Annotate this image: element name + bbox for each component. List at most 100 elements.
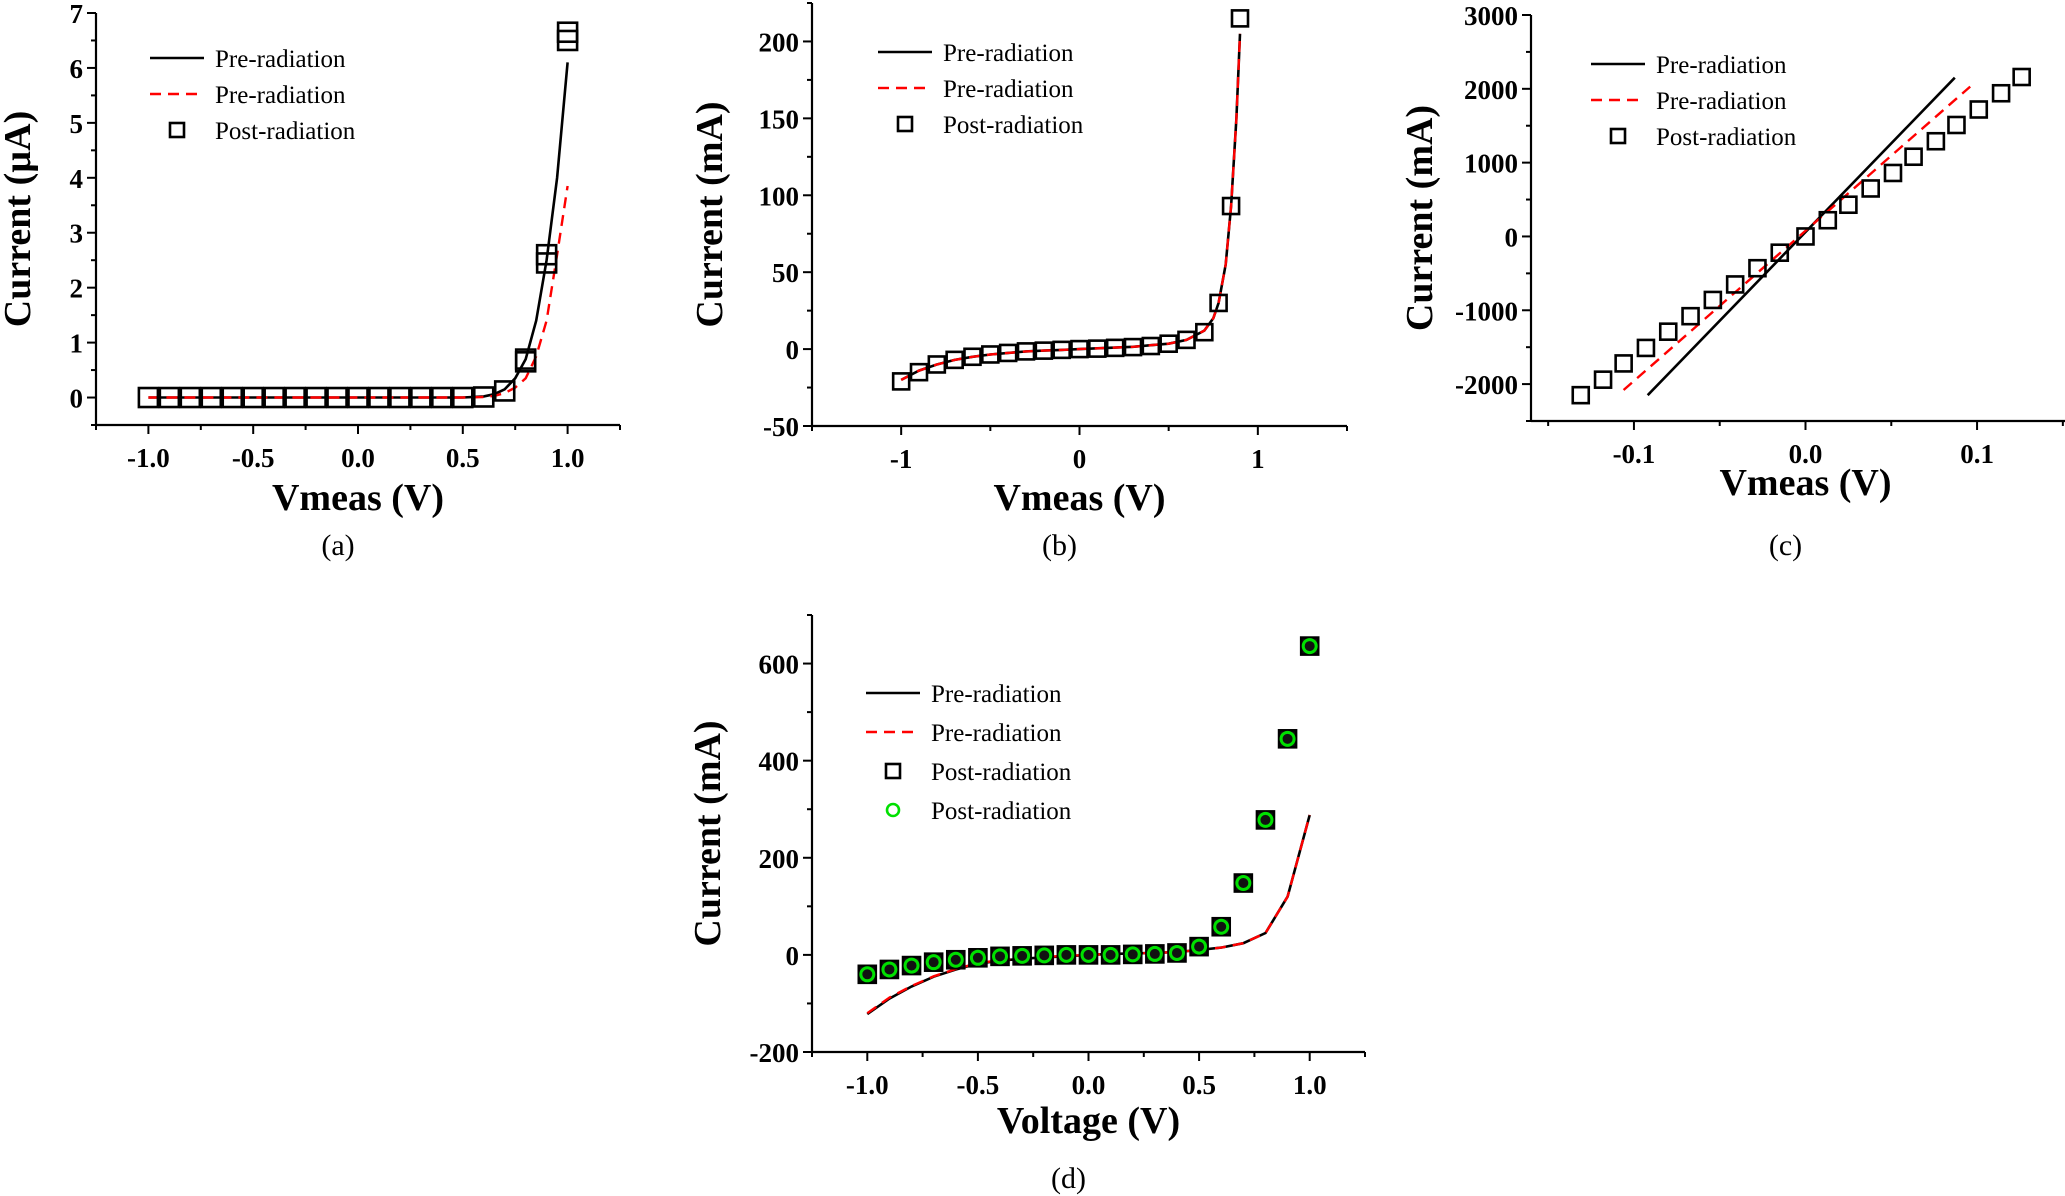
data-point-square (1926, 131, 1946, 151)
legend: Pre-radiation Pre-radiation Post-radiation (1591, 52, 1797, 151)
y-tick-label: 400 (759, 747, 800, 777)
y-tick-label: -1000 (1455, 296, 1518, 326)
data-point-square (347, 386, 369, 409)
x-tick-label: 0 (1073, 444, 1087, 474)
data-point-square (1221, 196, 1241, 216)
chart-panel-c: -0.1 0.0 0.1 -2000 -1000 0 1000 2000 3000 Vmeas (… (1399, 1, 2065, 562)
series-line-pre-radiation-dashed (1622, 85, 1971, 391)
y-tick-label: 600 (759, 650, 800, 680)
series-line-pre-radiation-solid (866, 814, 1311, 1016)
legend-swatch-square (884, 762, 902, 780)
x-axis-title: Vmeas (V) (1719, 462, 1891, 504)
legend: Pre-radiation Pre-radiation Post-radiation (878, 40, 1084, 139)
data-point-square (1725, 275, 1745, 294)
legend-label: Pre-radiation (1656, 88, 1787, 115)
legend-label: Pre-radiation (943, 76, 1074, 103)
data-point-circle (1213, 918, 1230, 935)
data-point-circle (992, 948, 1009, 965)
data-point-square (305, 386, 327, 409)
data-point-circle (1036, 947, 1053, 964)
panel-label: (a) (321, 529, 354, 562)
y-tick-label: 3 (70, 219, 84, 249)
data-point-square (431, 386, 453, 409)
x-tick-label: 0.5 (446, 443, 480, 473)
plot-area (137, 21, 579, 409)
data-point-square (1818, 210, 1838, 230)
data-point-square (909, 362, 929, 382)
data-point-square (368, 386, 390, 409)
data-point-square (1861, 179, 1880, 198)
y-axis-title: Current (mA) (1399, 105, 1441, 331)
legend-swatch-square (1609, 127, 1627, 145)
data-point-square (1141, 336, 1161, 356)
data-point-square (514, 348, 537, 370)
data-point-square (1034, 341, 1054, 360)
y-tick-label: 1000 (1464, 149, 1518, 179)
data-point-square (200, 386, 223, 409)
x-tick-label: 1 (1251, 444, 1265, 474)
data-point-square (1593, 370, 1613, 389)
y-tick-label: 5 (70, 109, 84, 139)
data-point-circle (947, 951, 964, 968)
series-line-pre-radiation-solid (148, 62, 569, 399)
data-point-circle (1301, 638, 1318, 655)
x-tick-label: 0.0 (1789, 439, 1823, 469)
y-tick-label: 7 (70, 0, 84, 29)
x-tick-label: 0.0 (1072, 1070, 1106, 1100)
legend-label: Pre-radiation (215, 46, 346, 73)
data-point-square (1770, 243, 1790, 262)
x-tick-label: 1.0 (1293, 1070, 1327, 1100)
legend-label: Post-radiation (931, 798, 1072, 825)
series-line-pre-radiation-dashed (900, 33, 1242, 381)
data-point-square (1614, 354, 1633, 373)
x-tick-label: -0.5 (957, 1070, 1000, 1100)
x-axis-title: Vmeas (V) (993, 477, 1165, 519)
plot-area (857, 636, 1320, 1016)
y-tick-label: -50 (763, 412, 799, 442)
data-point-square (1571, 385, 1591, 405)
data-point-square (891, 372, 911, 391)
y-tick-label: 6 (70, 54, 84, 84)
legend-swatch-square (168, 121, 186, 139)
data-point-square (1177, 330, 1196, 350)
y-tick-label: 0 (70, 384, 84, 414)
chart-panel-d: -1.0 -0.5 0.0 0.5 1.0 -200 0 200 400 600 Voltage (… (687, 614, 1366, 1195)
x-axis-title: Voltage (V) (997, 1100, 1180, 1142)
data-point-circle (1146, 945, 1163, 962)
x-tick-label: -1.0 (846, 1070, 889, 1100)
data-point-square (1230, 9, 1250, 28)
data-point-square (451, 386, 474, 409)
data-point-square (1703, 290, 1723, 310)
x-axis-title: Vmeas (V) (272, 477, 444, 519)
y-tick-label: 0 (786, 941, 800, 971)
series-line-pre-radiation-dashed (148, 185, 569, 399)
data-point-circle (1235, 875, 1252, 892)
data-point-square (1839, 195, 1858, 215)
legend-label: Post-radiation (931, 759, 1072, 786)
data-point-square (179, 386, 202, 409)
series-line-pre-radiation-dashed (866, 814, 1311, 1015)
data-point-square (2012, 67, 2031, 87)
y-tick-label: -2000 (1455, 370, 1518, 400)
y-tick-label: 50 (772, 258, 799, 288)
data-point-square (1105, 338, 1125, 358)
y-tick-label: 3000 (1464, 1, 1518, 31)
data-point-square (927, 355, 947, 374)
chart-panel-a: -1.0 -0.5 0.0 0.5 1.0 0 1 2 3 4 5 6 7 Vmeas (V) Curren… (0, 0, 621, 562)
data-point-square (1658, 322, 1678, 341)
data-point-circle (1257, 811, 1274, 828)
data-point-square (1070, 339, 1089, 359)
data-point-square (493, 380, 516, 402)
y-tick-label: 0 (786, 335, 800, 365)
legend-label: Post-radiation (1656, 124, 1797, 151)
data-point-square (963, 347, 982, 367)
y-axis-title: Current (mA) (689, 101, 731, 327)
data-point-square (284, 386, 306, 409)
data-point-square (981, 345, 1000, 364)
legend: Pre-radiation Pre-radiation Post-radiation… (866, 681, 1072, 825)
x-tick-label: 0.5 (1182, 1070, 1216, 1100)
data-point-square (472, 386, 495, 408)
y-tick-label: -200 (750, 1038, 800, 1068)
data-point-square (221, 386, 244, 409)
data-point-circle (1191, 938, 1208, 955)
